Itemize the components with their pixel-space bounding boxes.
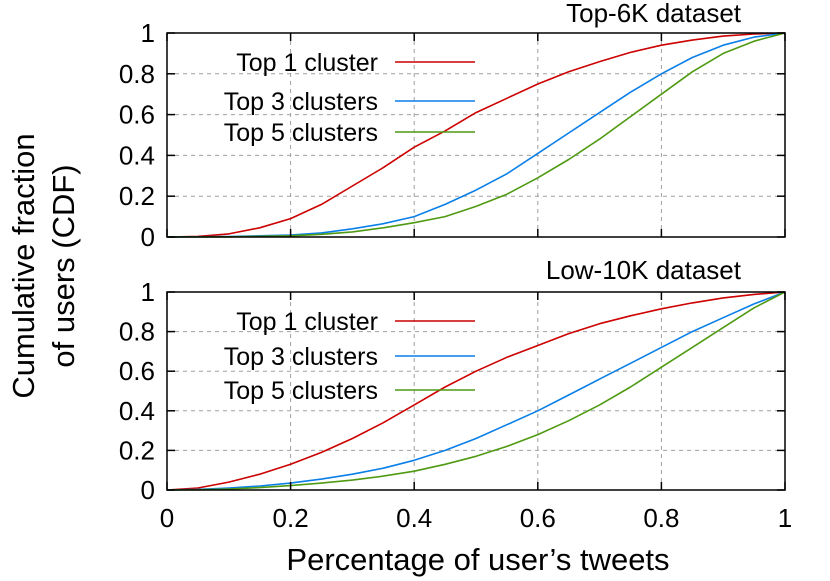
y-tick-label: 0.2: [119, 181, 155, 211]
plot-frame: [166, 32, 786, 238]
y-tick-label: 0.6: [119, 100, 155, 130]
y-axis-title-line2: of users (CDF): [46, 164, 81, 367]
legend-label: Top 3 clusters: [224, 343, 378, 371]
series-line-top-3-clusters: [166, 32, 786, 238]
series-line-top-1-cluster: [166, 291, 786, 491]
legend-label: Top 5 clusters: [224, 377, 378, 405]
panel-low-10k: 0 0.2 0.4 0.6 0.8 1 0 0.2 0.4 0.6 0.8 1 Low-10K data…: [119, 255, 792, 533]
y-tick-label: 0: [141, 222, 155, 252]
y-tick-label: 0.8: [119, 317, 155, 347]
panel-title: Low-10K dataset: [546, 255, 742, 285]
x-tick-label: 0.6: [520, 503, 556, 533]
panel-top-6k: 0 0.2 0.4 0.6 0.8 1 Top-6K dataset Top 1 cluste…: [119, 0, 786, 252]
plot-frame: [166, 291, 786, 491]
y-tick-label: 0.4: [119, 140, 155, 170]
y-axis-title-line1: Cumulative fraction: [6, 133, 41, 398]
x-tick-label: 0.8: [643, 503, 679, 533]
x-tick-label: 0.4: [396, 503, 432, 533]
y-tick-label: 0.6: [119, 356, 155, 386]
y-tick-label: 0.2: [119, 435, 155, 465]
x-tick-label: 0: [160, 503, 174, 533]
series-line-top-3-clusters: [166, 291, 786, 491]
y-tick-label: 0: [141, 475, 155, 505]
y-tick-label: 0.8: [119, 59, 155, 89]
series-line-top-5-clusters: [166, 291, 786, 491]
y-tick-label: 0.4: [119, 396, 155, 426]
y-tick-label: 1: [141, 277, 155, 307]
legend-label: Top 1 cluster: [236, 49, 378, 77]
x-tick-label: 1: [778, 503, 792, 533]
y-tick-label: 1: [141, 18, 155, 48]
series-line-top-5-clusters: [166, 32, 786, 238]
series-line-top-1-cluster: [166, 32, 786, 238]
legend-label: Top 1 cluster: [236, 308, 378, 336]
panel-title: Top-6K dataset: [566, 0, 742, 28]
legend-label: Top 5 clusters: [224, 119, 378, 147]
x-axis-title: Percentage of user’s tweets: [286, 542, 669, 577]
x-tick-label: 0.2: [273, 503, 309, 533]
legend-label: Top 3 clusters: [224, 88, 378, 116]
